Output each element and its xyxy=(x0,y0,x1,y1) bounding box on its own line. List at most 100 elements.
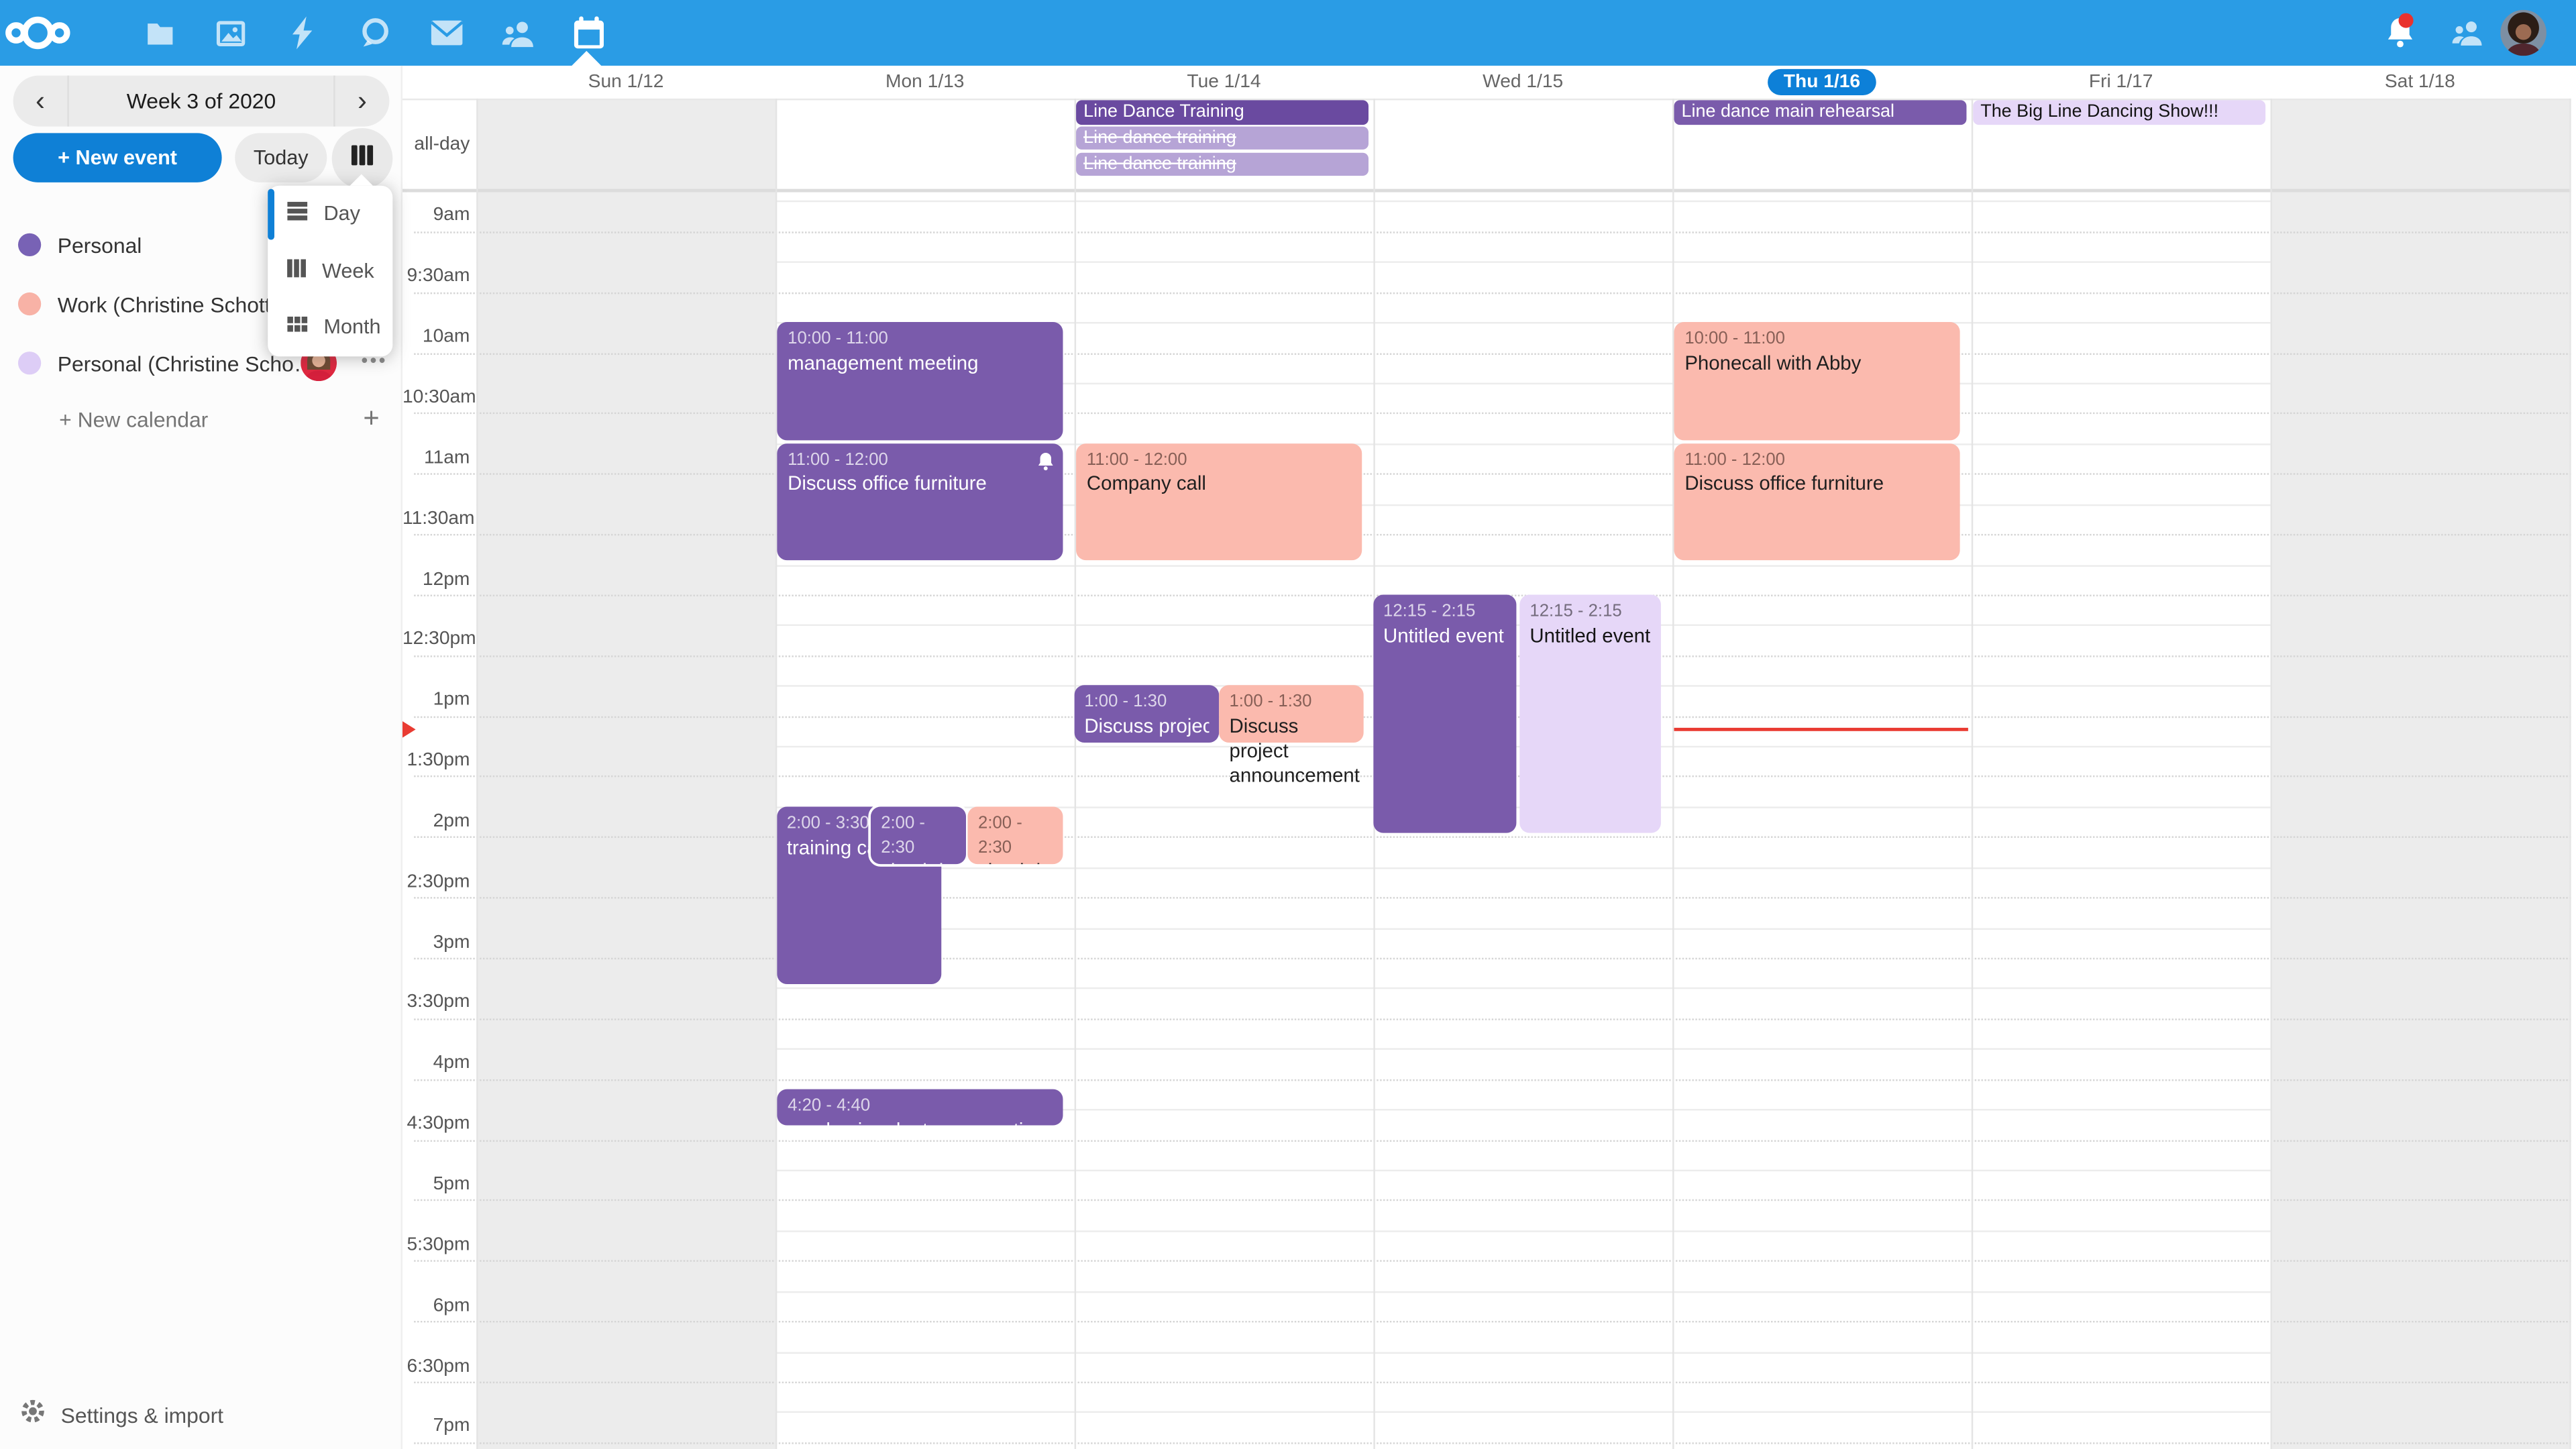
all-day-label: all-day xyxy=(414,134,470,155)
event-time: 11:00 - 12:00 xyxy=(1086,449,1187,470)
time-label: 6:30pm xyxy=(407,1356,470,1377)
time-label: 7pm xyxy=(433,1416,470,1437)
hour-gridline xyxy=(476,987,2571,990)
time-label: 12pm xyxy=(422,569,470,589)
all-day-event[interactable]: Line dance training xyxy=(1075,152,1368,176)
quarter-gridline xyxy=(414,1018,2571,1020)
contacts-menu[interactable] xyxy=(2447,0,2489,66)
time-label: 10:30am xyxy=(402,387,476,408)
event[interactable]: 10:00 - 11:00 Phonecall with Abby xyxy=(1674,322,1961,440)
all-day-event[interactable]: Line dance training xyxy=(1075,126,1368,150)
app-icon-talk[interactable] xyxy=(354,0,396,66)
event[interactable]: 11:00 - 12:00 Discuss office furniture xyxy=(1674,443,1961,561)
quarter-gridline xyxy=(414,413,2571,415)
time-label: 4pm xyxy=(433,1053,470,1073)
all-day-event[interactable]: Line dance main rehearsal xyxy=(1673,100,1966,125)
quarter-gridline xyxy=(414,1199,2571,1202)
time-label: 2:30pm xyxy=(407,871,470,892)
app-icon-photos[interactable] xyxy=(209,0,252,66)
hour-gridline xyxy=(476,1291,2571,1293)
all-day-event[interactable]: The Big Line Dancing Show!!! xyxy=(1972,100,2265,125)
app-icon-mail[interactable] xyxy=(425,0,468,66)
activity-icon xyxy=(289,16,315,50)
event[interactable]: 11:00 - 12:00 Discuss office furniture xyxy=(777,443,1064,561)
event-title: Untitled event xyxy=(1383,623,1504,647)
calendar-list-item[interactable]: Personal xyxy=(0,215,402,274)
quarter-gridline xyxy=(414,1381,2571,1383)
event-title: management meeting xyxy=(788,351,979,374)
time-label: 9:30am xyxy=(407,266,470,286)
event[interactable]: 4:20 - 4:40 purchasing dept conversation xyxy=(777,1089,1064,1141)
contacts-icon xyxy=(500,17,535,49)
view-menu-item-label: Day xyxy=(323,202,360,226)
hour-gridline xyxy=(476,1169,2571,1172)
new-calendar-label: + New calendar xyxy=(59,407,209,431)
event-title: Discuss office furniture xyxy=(788,472,987,496)
app-icon-activity[interactable] xyxy=(281,0,324,66)
time-label: 3:30pm xyxy=(407,993,470,1013)
hour-gridline xyxy=(476,927,2571,930)
reminder-bell-icon xyxy=(1037,450,1055,480)
event[interactable]: 2:00 - 2:30 check-in xyxy=(871,806,967,864)
event[interactable]: 11:00 - 12:00 Company call xyxy=(1077,443,1362,561)
header-underline xyxy=(402,98,2571,101)
calendar-color-dot xyxy=(17,292,42,316)
settings-import-button[interactable]: Settings & import xyxy=(0,1390,402,1439)
event[interactable]: 12:15 - 2:15 Untitled event xyxy=(1519,594,1662,834)
user-avatar-icon xyxy=(2500,9,2546,56)
time-label: 5pm xyxy=(433,1175,470,1195)
new-event-button[interactable]: + New event xyxy=(13,133,222,182)
weekend-column-shade xyxy=(476,98,775,1449)
current-time-marker xyxy=(402,721,416,739)
today-button[interactable]: Today xyxy=(235,133,327,182)
hour-gridline xyxy=(476,867,2571,869)
notifications-bell[interactable] xyxy=(2379,0,2422,66)
event[interactable]: 12:15 - 2:15 Untitled event xyxy=(1373,594,1516,834)
time-label: 4:30pm xyxy=(407,1114,470,1134)
day-column-line xyxy=(775,98,777,1449)
event-time: 1:00 - 1:30 xyxy=(1084,692,1167,712)
all-day-separator xyxy=(402,189,2571,193)
previous-week-button[interactable]: ‹ xyxy=(13,75,69,127)
hour-gridline xyxy=(476,443,2571,445)
app-icon-files[interactable] xyxy=(138,0,181,66)
event-time: 12:15 - 2:15 xyxy=(1529,601,1622,621)
active-view-indicator xyxy=(268,189,274,240)
event-title: check-in xyxy=(978,859,1053,863)
app-icon-contacts[interactable] xyxy=(496,0,539,66)
next-week-button[interactable]: › xyxy=(333,75,389,127)
event-time: 4:20 - 4:40 xyxy=(788,1095,871,1116)
today-header-pill: Thu 1/16 xyxy=(1767,68,1877,96)
time-label: 11am xyxy=(424,448,470,468)
user-avatar[interactable] xyxy=(2500,0,2546,66)
time-label: 1pm xyxy=(433,690,470,710)
calendar-icon xyxy=(571,15,605,51)
app-icon-calendar[interactable] xyxy=(567,0,610,66)
calendar-list-item[interactable]: Work (Christine Schott) xyxy=(0,274,402,333)
event-time: 12:15 - 2:15 xyxy=(1383,601,1476,621)
plus-icon: + xyxy=(363,402,380,434)
contacts-menu-icon xyxy=(2451,18,2484,48)
event[interactable]: 2:00 - 2:30 check-in xyxy=(968,806,1063,864)
all-day-event[interactable]: Line Dance Training xyxy=(1075,100,1368,125)
quarter-gridline xyxy=(414,837,2571,839)
nextcloud-logo xyxy=(1,15,74,51)
calendar-color-dot xyxy=(17,233,42,257)
new-calendar-button[interactable]: + New calendar + xyxy=(0,392,402,445)
view-week-icon xyxy=(286,258,307,284)
day-column-line xyxy=(1074,98,1077,1449)
event[interactable]: 10:00 - 11:00 management meeting xyxy=(777,322,1064,440)
quarter-gridline xyxy=(414,957,2571,960)
view-menu-item-day[interactable]: Day xyxy=(268,186,392,243)
view-menu-item-week[interactable]: Week xyxy=(268,242,392,299)
time-label: 10am xyxy=(422,327,470,347)
app-icon-logo[interactable] xyxy=(5,0,70,66)
event-time: 2:00 - 2:30 xyxy=(978,812,1022,857)
hour-gridline xyxy=(476,1230,2571,1232)
calendar-name: Personal xyxy=(57,232,142,258)
event-time: 10:00 - 11:00 xyxy=(1684,329,1785,349)
view-menu-item-month[interactable]: Month xyxy=(268,299,392,356)
